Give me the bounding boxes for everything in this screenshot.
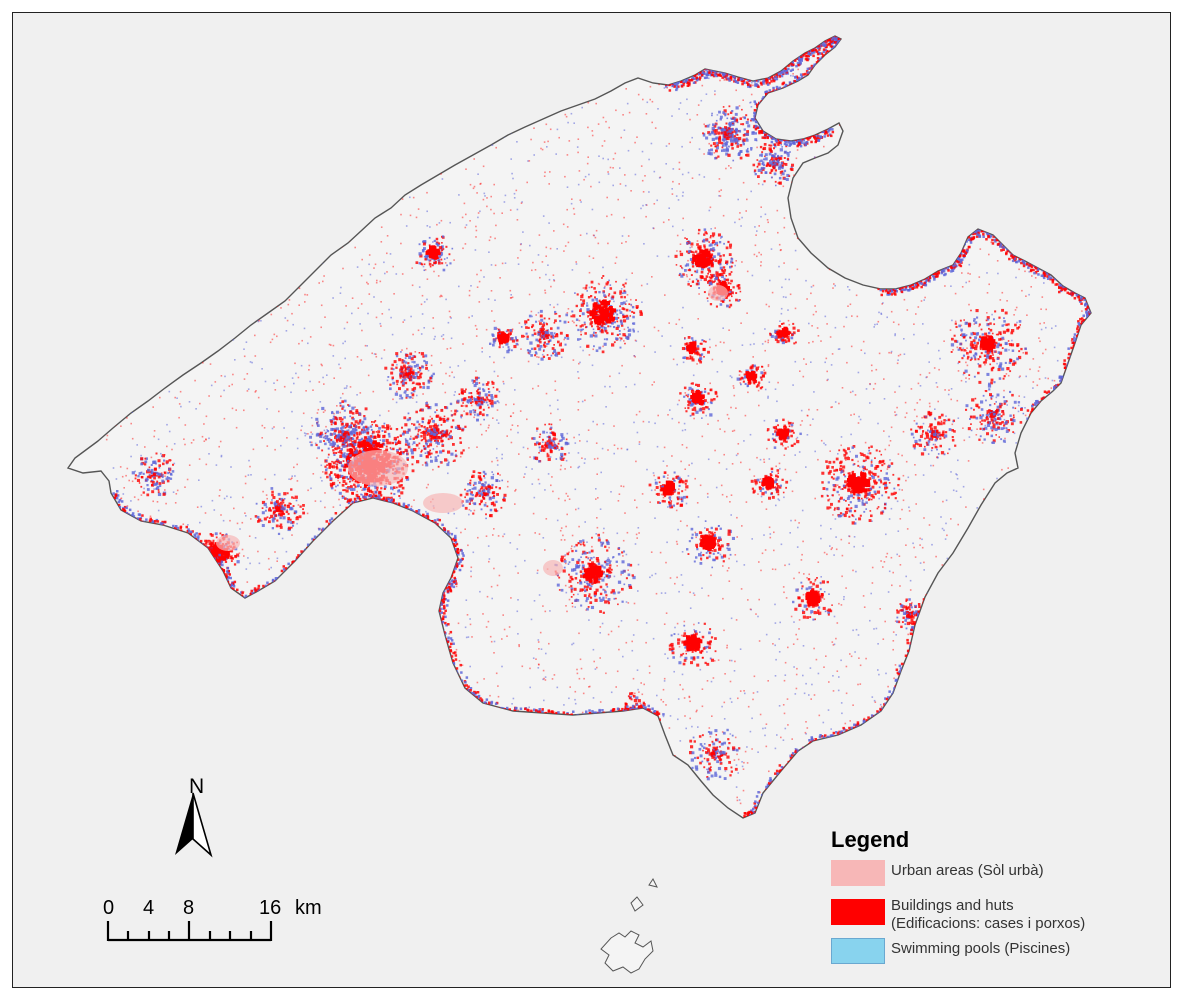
map-frame: N 0 4 8 16 km Legend Urban areas (Sòl ur… — [12, 12, 1171, 988]
legend-label-urban: Urban areas (Sòl urbà) — [891, 862, 1044, 879]
legend-item-urban: Urban areas (Sòl urbà) — [831, 860, 1044, 886]
scale-unit: km — [295, 897, 322, 919]
legend-swatch-pools — [831, 938, 885, 964]
legend-item-pools: Swimming pools (Piscines) — [831, 938, 1070, 964]
cabrera-island — [600, 878, 658, 974]
legend-title: Legend — [831, 827, 910, 852]
scale-tick-0: 0 — [103, 897, 115, 919]
urban-area-patches — [216, 285, 728, 576]
scale-tick-4: 4 — [143, 897, 155, 919]
legend-item-buildings: Buildings and huts (Edificacions: cases … — [831, 895, 1085, 933]
mallorca-island — [66, 35, 1092, 819]
north-arrow-icon — [175, 792, 213, 858]
legend-swatch-buildings — [831, 899, 885, 925]
scale-tick-8: 8 — [183, 897, 195, 919]
map-canvas — [66, 35, 1092, 974]
legend-label-pools: Swimming pools (Piscines) — [891, 940, 1071, 957]
north-label: N — [189, 775, 205, 798]
scale-tick-16: 16 — [259, 897, 282, 919]
scale-bar — [106, 921, 273, 942]
legend-swatch-urban — [831, 860, 885, 886]
legend-label-buildings: Buildings and huts (Edificacions: cases … — [891, 897, 1086, 932]
